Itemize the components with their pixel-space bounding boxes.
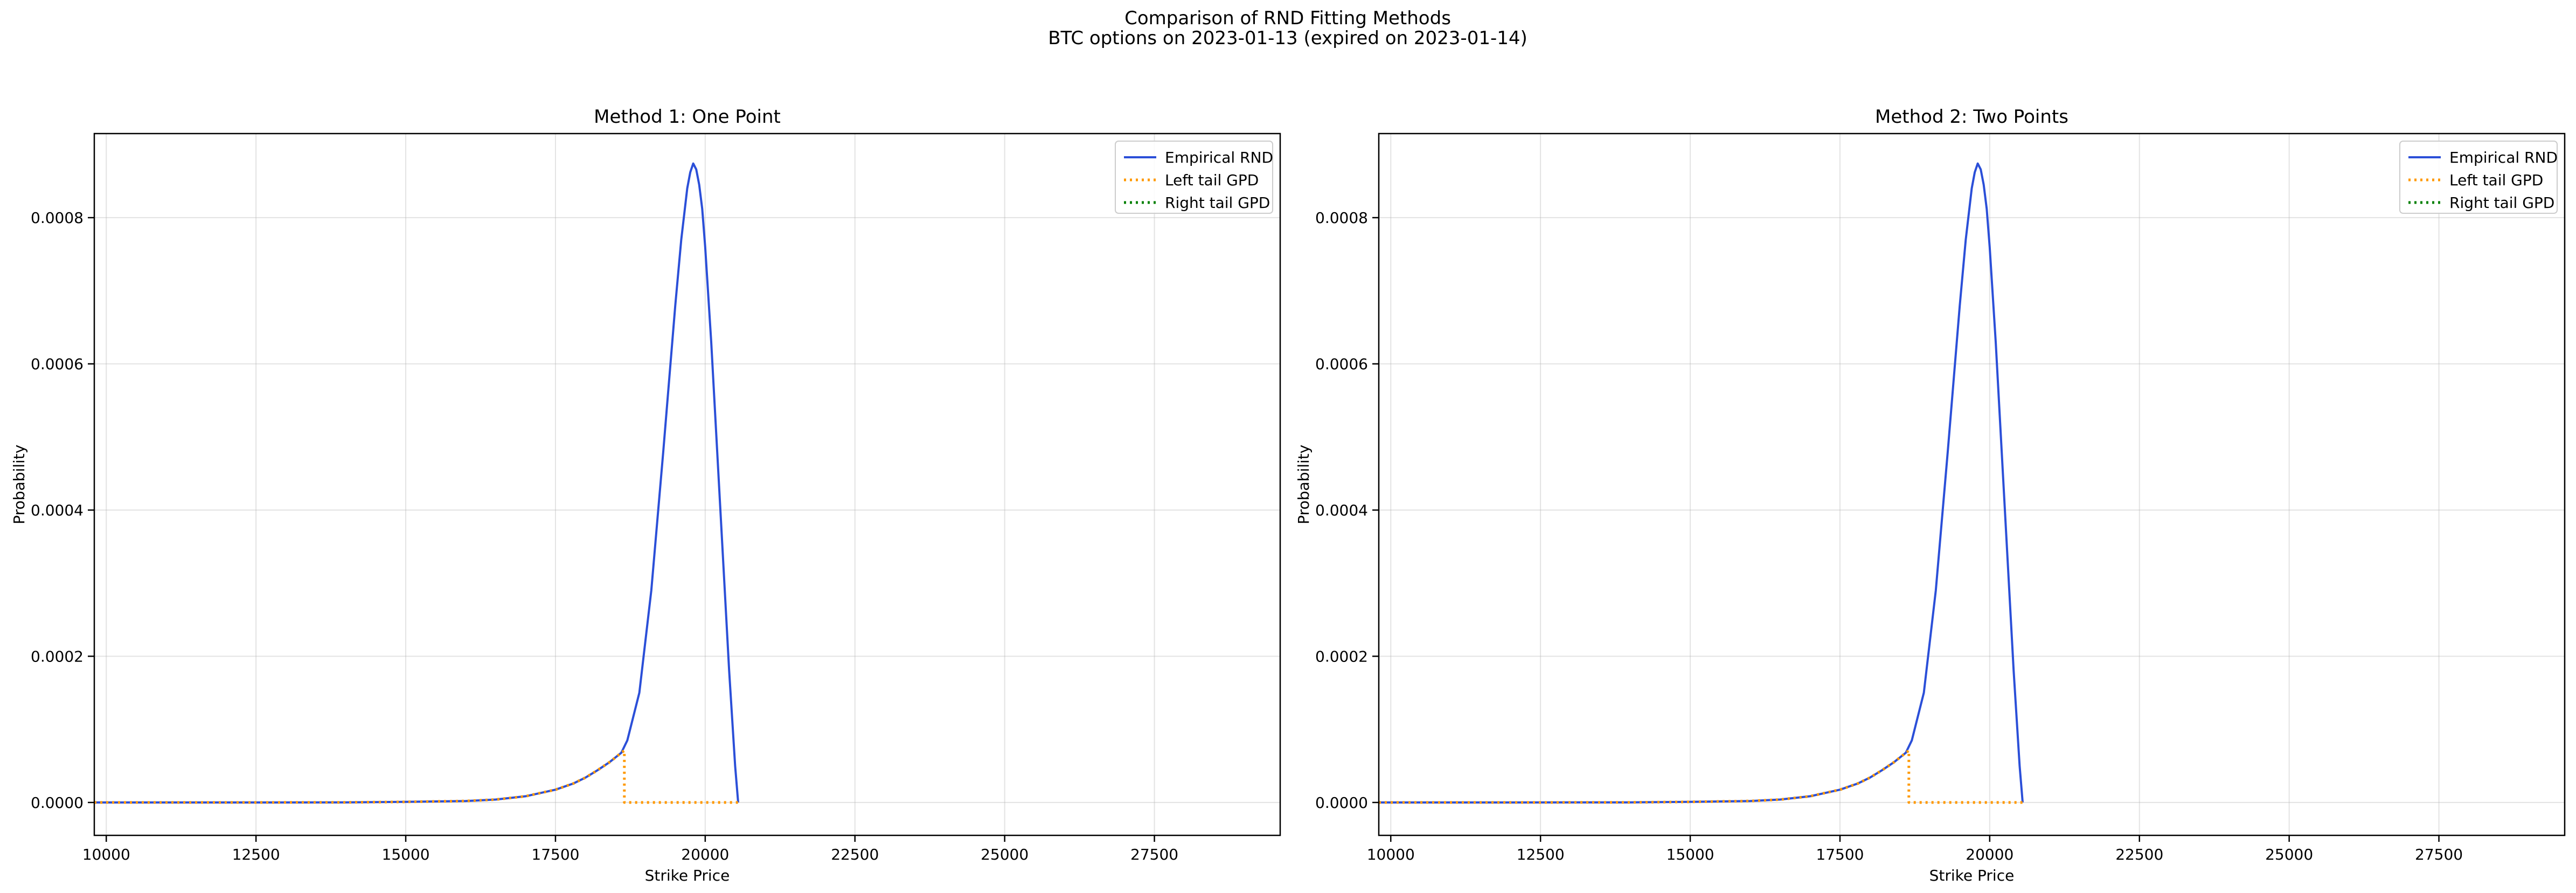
axes-frame bbox=[93, 132, 1281, 836]
x-axis-label: Strike Price bbox=[1929, 867, 2015, 884]
legend: Empirical RND Left tail GPD Right tail GPD bbox=[2399, 141, 2558, 214]
subplot-title: Method 1: One Point bbox=[594, 106, 781, 128]
plot-area bbox=[94, 134, 1280, 835]
x-tick-label: 25000 bbox=[981, 846, 1029, 863]
legend-label: Right tail GPD bbox=[1165, 194, 1270, 212]
series-empirical-rnd bbox=[94, 162, 739, 804]
x-tick-label: 27500 bbox=[2415, 846, 2463, 863]
figure-title-line1: Comparison of RND Fitting Methods bbox=[1124, 8, 1451, 29]
legend-label: Empirical RND bbox=[1165, 149, 1273, 166]
x-tick-label: 22500 bbox=[2115, 846, 2163, 863]
x-tick-label: 12500 bbox=[1517, 846, 1565, 863]
series-empirical-rnd bbox=[1379, 162, 2024, 804]
y-tick-label: 0.0008 bbox=[31, 209, 84, 227]
plot-area bbox=[1379, 134, 2565, 835]
y-axis-label: Probability bbox=[10, 444, 28, 524]
x-tick-label: 10000 bbox=[82, 846, 130, 863]
y-tick-label: 0.0008 bbox=[1315, 209, 1368, 227]
legend-frame bbox=[1115, 141, 1273, 214]
x-tick-label: 10000 bbox=[1367, 846, 1415, 863]
x-tick-label: 27500 bbox=[1130, 846, 1178, 863]
series-left-tail-gpd bbox=[94, 749, 738, 804]
legend-frame bbox=[2399, 141, 2558, 214]
x-tick-label: 17500 bbox=[531, 846, 579, 863]
x-tick-label: 12500 bbox=[232, 846, 280, 863]
legend-label: Left tail GPD bbox=[2449, 171, 2543, 189]
y-tick-label: 0.0000 bbox=[1315, 794, 1368, 812]
x-tick-label: 20000 bbox=[681, 846, 729, 863]
x-tick-label: 25000 bbox=[2265, 846, 2313, 863]
series-left-tail-gpd bbox=[1379, 749, 2023, 804]
subplot-method-2: 10000 12500 15000 17500 20000 22500 25000 27500… bbox=[1295, 106, 2566, 884]
x-tick-label: 15000 bbox=[382, 846, 430, 863]
x-axis-label: Strike Price bbox=[645, 867, 730, 884]
y-tick-label: 0.0004 bbox=[31, 501, 84, 519]
axes-frame bbox=[1378, 132, 2566, 836]
x-tick-label: 20000 bbox=[1966, 846, 2013, 863]
x-tick-label: 22500 bbox=[831, 846, 879, 863]
y-tick-label: 0.0002 bbox=[31, 647, 84, 665]
y-tick-label: 0.0000 bbox=[31, 794, 84, 812]
y-tick-label: 0.0004 bbox=[1315, 501, 1368, 519]
x-tick-label: 17500 bbox=[1816, 846, 1864, 863]
y-axis-label: Probability bbox=[1295, 444, 1313, 524]
legend-label: Left tail GPD bbox=[1165, 171, 1259, 189]
y-tick-label: 0.0006 bbox=[1315, 355, 1368, 373]
y-tick-label: 0.0006 bbox=[31, 355, 84, 373]
legend: Empirical RND Left tail GPD Right tail GPD bbox=[1115, 141, 1273, 214]
legend-label: Right tail GPD bbox=[2449, 194, 2554, 212]
subplot-title: Method 2: Two Points bbox=[1875, 106, 2068, 128]
y-tick-label: 0.0002 bbox=[1315, 647, 1368, 665]
legend-label: Empirical RND bbox=[2449, 149, 2558, 166]
x-tick-label: 15000 bbox=[1667, 846, 1714, 863]
figure-title-line2: BTC options on 2023-01-13 (expired on 20… bbox=[1048, 27, 1527, 49]
subplot-method-1: 10000 12500 15000 17500 20000 22500 25000 27500… bbox=[10, 106, 1281, 884]
